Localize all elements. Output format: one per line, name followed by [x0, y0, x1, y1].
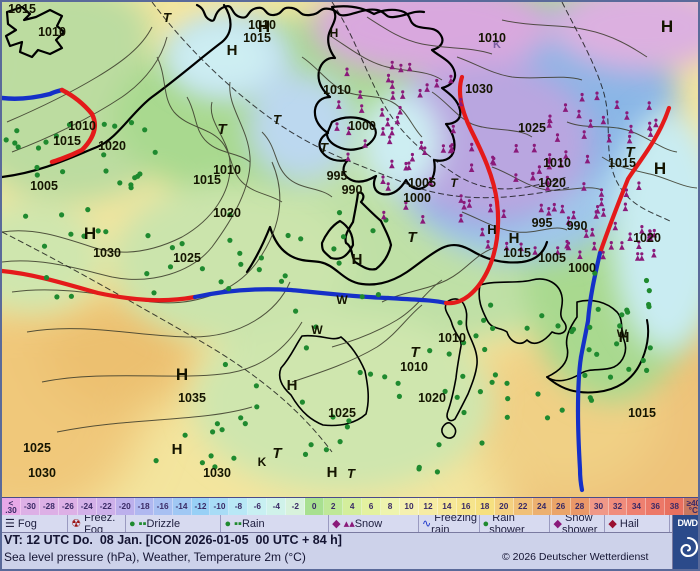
- svg-text:1035: 1035: [178, 391, 206, 405]
- svg-text:H: H: [661, 17, 673, 36]
- svg-text:H: H: [287, 377, 298, 394]
- svg-text:995: 995: [327, 169, 348, 183]
- svg-text:1025: 1025: [518, 121, 546, 135]
- svg-text:1000: 1000: [403, 191, 431, 205]
- svg-text:H: H: [352, 251, 363, 268]
- svg-text:1010: 1010: [38, 25, 66, 39]
- svg-text:1015: 1015: [53, 134, 81, 148]
- svg-text:1020: 1020: [538, 176, 566, 190]
- svg-text:H: H: [327, 464, 338, 481]
- svg-text:H: H: [84, 224, 96, 243]
- svg-text:1010: 1010: [68, 119, 96, 133]
- svg-text:1030: 1030: [28, 466, 56, 480]
- svg-text:1015: 1015: [628, 406, 656, 420]
- svg-text:990: 990: [342, 183, 363, 197]
- svg-text:1000: 1000: [568, 261, 596, 275]
- svg-text:1015: 1015: [193, 173, 221, 187]
- svg-text:1010: 1010: [438, 331, 466, 345]
- svg-text:1020: 1020: [418, 391, 446, 405]
- svg-text:1015: 1015: [8, 2, 36, 16]
- svg-text:T: T: [163, 10, 172, 25]
- svg-text:W: W: [617, 328, 628, 340]
- svg-text:1000: 1000: [348, 119, 376, 133]
- svg-text:1025: 1025: [173, 251, 201, 265]
- svg-text:990: 990: [567, 219, 588, 233]
- svg-text:1020: 1020: [98, 139, 126, 153]
- svg-text:K: K: [258, 455, 267, 469]
- svg-text:1010: 1010: [478, 31, 506, 45]
- svg-text:W: W: [311, 323, 323, 337]
- svg-text:T: T: [273, 112, 282, 127]
- svg-text:1015: 1015: [608, 156, 636, 170]
- svg-text:1020: 1020: [213, 206, 241, 220]
- svg-text:1030: 1030: [203, 466, 231, 480]
- svg-text:1015: 1015: [243, 31, 271, 45]
- svg-text:1025: 1025: [328, 406, 356, 420]
- svg-text:1030: 1030: [465, 82, 493, 96]
- svg-text:H: H: [487, 222, 496, 237]
- svg-text:H: H: [330, 26, 339, 40]
- svg-text:H: H: [176, 365, 188, 384]
- svg-text:H: H: [654, 159, 666, 178]
- svg-text:1030: 1030: [93, 246, 121, 260]
- svg-text:T: T: [347, 466, 356, 481]
- svg-text:1010: 1010: [400, 360, 428, 374]
- svg-text:W: W: [336, 293, 348, 307]
- svg-text:1010: 1010: [323, 83, 351, 97]
- svg-text:H: H: [509, 230, 520, 247]
- svg-text:1005: 1005: [30, 179, 58, 193]
- svg-text:H: H: [172, 441, 183, 458]
- svg-text:1025: 1025: [23, 441, 51, 455]
- svg-text:1015: 1015: [503, 246, 531, 260]
- svg-text:H: H: [227, 42, 238, 59]
- svg-text:T: T: [320, 140, 329, 155]
- svg-text:1005: 1005: [538, 251, 566, 265]
- svg-text:995: 995: [532, 216, 553, 230]
- svg-text:1010: 1010: [248, 18, 276, 32]
- svg-text:1020: 1020: [633, 231, 661, 245]
- svg-text:1005: 1005: [408, 176, 436, 190]
- svg-text:1010: 1010: [543, 156, 571, 170]
